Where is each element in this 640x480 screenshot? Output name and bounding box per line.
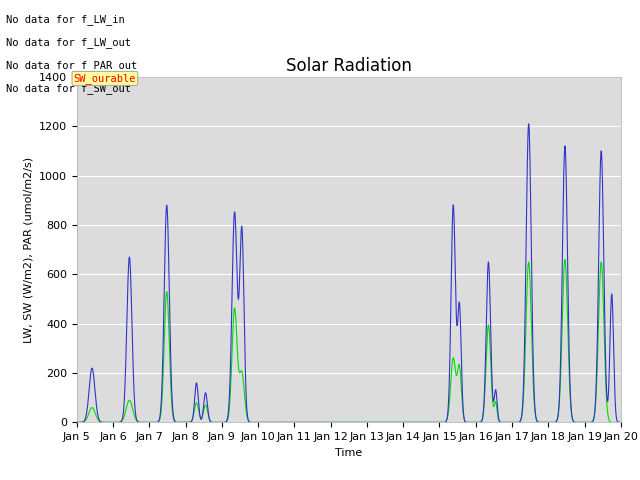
Text: No data for f_LW_out: No data for f_LW_out <box>6 37 131 48</box>
Text: SW_ourable: SW_ourable <box>74 73 136 84</box>
Text: No data for f_PAR_out: No data for f_PAR_out <box>6 60 138 72</box>
Text: No data for f_LW_in: No data for f_LW_in <box>6 14 125 25</box>
X-axis label: Time: Time <box>335 448 362 457</box>
Y-axis label: LW, SW (W/m2), PAR (umol/m2/s): LW, SW (W/m2), PAR (umol/m2/s) <box>24 156 33 343</box>
Text: No data for f_SW_out: No data for f_SW_out <box>6 84 131 95</box>
Title: Solar Radiation: Solar Radiation <box>286 57 412 75</box>
